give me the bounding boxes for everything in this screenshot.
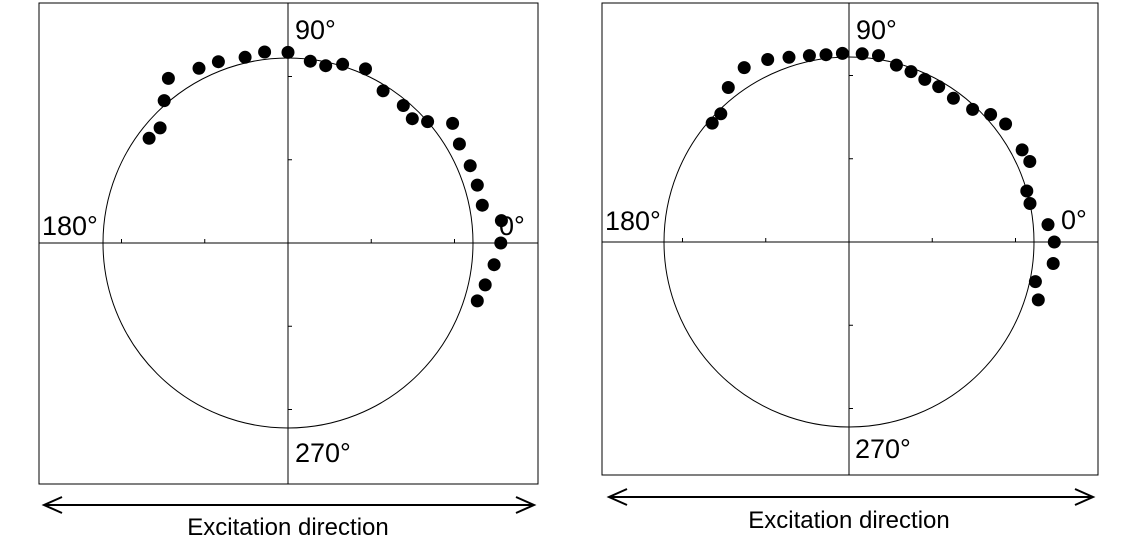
data-point	[819, 48, 833, 62]
data-point	[494, 236, 508, 250]
data-point	[238, 50, 252, 64]
data-point	[303, 54, 317, 68]
data-point	[157, 94, 171, 108]
data-point	[1046, 257, 1060, 270]
data-point	[1020, 184, 1034, 198]
data-point	[705, 116, 719, 130]
polar-plot-right: 90° 180° 270° 0° Excitation direction	[601, 2, 1099, 534]
angle-label-90: 90°	[295, 15, 336, 45]
data-point	[1023, 155, 1037, 168]
data-point	[932, 80, 946, 94]
reference-circle	[663, 56, 1035, 428]
data-point	[494, 214, 508, 228]
data-point	[782, 50, 796, 64]
data-point	[918, 72, 932, 86]
angle-label-180: 180°	[42, 211, 98, 241]
angle-label-180: 180°	[605, 206, 661, 236]
plot-frame	[601, 2, 1099, 476]
data-point	[376, 84, 390, 98]
axis-ticks	[682, 75, 1016, 409]
angle-label-0: 0°	[499, 211, 525, 241]
data-point	[281, 45, 295, 59]
data-point	[446, 116, 460, 130]
arrow-head-left	[41, 496, 63, 514]
data-point	[487, 258, 501, 272]
data-point	[211, 55, 225, 69]
data-point	[153, 121, 167, 135]
data-point	[258, 45, 272, 59]
data-point	[421, 115, 435, 129]
arrow-head-left	[606, 488, 628, 506]
data-point	[470, 178, 484, 192]
angle-label-90: 90°	[856, 15, 897, 45]
data-point	[714, 107, 728, 121]
data-point	[1028, 275, 1042, 289]
data-point	[1023, 197, 1037, 210]
data-point	[475, 198, 489, 212]
data-point	[855, 47, 869, 61]
data-point	[1015, 143, 1029, 157]
polar-plot-left: 90° 180° 270° 0° Excitation direction	[38, 2, 539, 540]
data-point	[142, 131, 156, 145]
data-point	[946, 91, 960, 105]
angle-label-270: 270°	[295, 438, 351, 468]
angle-label-0: 0°	[1061, 205, 1087, 235]
arrow-head-right	[1074, 488, 1096, 506]
data-point	[872, 49, 885, 63]
data-point	[802, 49, 816, 63]
data-point	[889, 58, 903, 72]
data-point	[737, 61, 751, 75]
x-axis-caption: Excitation direction	[187, 514, 388, 540]
data-point	[336, 57, 350, 71]
data-point	[904, 65, 918, 79]
data-point	[1041, 218, 1055, 232]
data-point	[1047, 235, 1061, 249]
data-point	[999, 117, 1013, 131]
data-point	[966, 102, 980, 116]
data-points	[142, 45, 508, 308]
data-point	[396, 99, 410, 112]
data-point	[478, 278, 492, 292]
data-point	[835, 46, 849, 60]
data-point	[452, 137, 466, 151]
data-point	[405, 112, 419, 126]
data-point	[192, 61, 206, 75]
data-point	[1031, 293, 1045, 307]
axis-ticks	[121, 76, 455, 410]
data-point	[470, 294, 484, 308]
data-points	[705, 46, 1061, 307]
data-point	[359, 62, 372, 76]
data-point	[761, 53, 775, 66]
data-point	[721, 81, 735, 94]
arrow-head-right	[515, 496, 537, 514]
x-axis-caption: Excitation direction	[748, 507, 949, 534]
data-point	[463, 159, 477, 173]
data-point	[984, 108, 998, 121]
data-point	[319, 59, 333, 73]
data-point	[161, 71, 175, 85]
angle-label-270: 270°	[855, 434, 911, 464]
